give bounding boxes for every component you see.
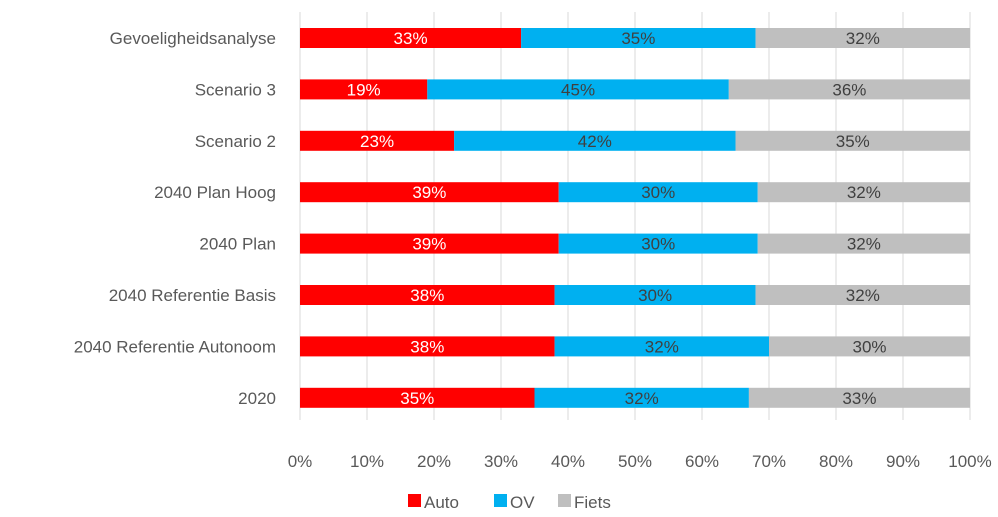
data-label-fiets: 35% (836, 132, 870, 151)
data-label-auto: 19% (347, 80, 381, 99)
data-label-fiets: 32% (847, 235, 881, 254)
data-label-fiets: 32% (847, 183, 881, 202)
bar-segment-fiets (755, 285, 970, 305)
bar-segment-auto (300, 28, 522, 48)
data-label-fiets: 32% (846, 29, 880, 48)
bar-segment-auto (300, 130, 455, 151)
bar-segment-fiets (769, 336, 970, 357)
bar-segment-auto (300, 233, 559, 254)
category-label: 2040 Plan (199, 235, 276, 254)
legend-label-ov: OV (510, 493, 535, 512)
category-label: Gevoeligheidsanalyse (110, 29, 276, 48)
data-label-fiets: 36% (832, 80, 866, 99)
x-tick-label: 50% (618, 452, 652, 471)
bar-segment-auto (300, 79, 428, 100)
data-label-auto: 39% (412, 235, 446, 254)
bar-segment-fiets (757, 182, 970, 203)
bar-segment-auto (300, 387, 535, 408)
category-label: 2020 (238, 389, 276, 408)
x-tick-label: 0% (288, 452, 313, 471)
bar-segment-ov (558, 182, 758, 203)
data-label-ov: 42% (578, 132, 612, 151)
bar-segment-auto (300, 336, 555, 357)
data-label-ov: 30% (641, 183, 675, 202)
x-tick-label: 30% (484, 452, 518, 471)
x-tick-label: 20% (417, 452, 451, 471)
data-label-auto: 38% (410, 337, 444, 356)
data-label-ov: 45% (561, 80, 595, 99)
legend-swatch-auto (408, 494, 421, 507)
category-label: 2040 Referentie Basis (109, 286, 276, 305)
bar-segment-ov (454, 130, 736, 151)
bar-segment-ov (521, 28, 756, 48)
bar-segment-ov (534, 387, 749, 408)
category-label: Scenario 2 (195, 132, 276, 151)
data-label-auto: 23% (360, 132, 394, 151)
gridlines (299, 12, 971, 420)
data-label-ov: 32% (625, 389, 659, 408)
x-tick-label: 100% (948, 452, 991, 471)
data-label-auto: 35% (400, 389, 434, 408)
x-axis-ticks: 0% 10% 20% 30% 40% 50% 60% 70% 80% 90% 100% (288, 452, 992, 471)
bar-segment-fiets (748, 387, 970, 408)
bar-segment-auto (300, 182, 559, 203)
legend-swatch-ov (494, 494, 507, 507)
data-label-auto: 39% (412, 183, 446, 202)
category-label: 2040 Plan Hoog (154, 183, 276, 202)
x-tick-label: 10% (350, 452, 384, 471)
x-tick-label: 40% (551, 452, 585, 471)
x-tick-label: 70% (752, 452, 786, 471)
category-label: Scenario 3 (195, 80, 276, 99)
data-label-ov: 35% (621, 29, 655, 48)
data-label-ov: 30% (641, 235, 675, 254)
x-tick-label: 60% (685, 452, 719, 471)
bar-segment-ov (554, 285, 756, 305)
data-label-fiets: 32% (846, 286, 880, 305)
data-label-ov: 30% (638, 286, 672, 305)
bar-segment-auto (300, 285, 555, 305)
x-tick-label: 80% (819, 452, 853, 471)
legend-label-auto: Auto (424, 493, 459, 512)
legend-swatch-fiets (558, 494, 571, 507)
category-labels: Gevoeligheidsanalyse Scenario 3 Scenario 2… (74, 29, 276, 408)
data-label-fiets: 33% (842, 389, 876, 408)
bar-segment-fiets (728, 79, 970, 100)
bar-segment-fiets (757, 233, 970, 254)
bar-segment-ov (427, 79, 729, 100)
bar-segment-fiets (735, 130, 970, 151)
bar-segment-fiets (755, 28, 970, 48)
data-label-auto: 38% (410, 286, 444, 305)
data-label-ov: 32% (645, 337, 679, 356)
bars: 33% 35% 32% 19% 45% 36% 23% 42% 35% 39% 30% 32% 39% 3… (300, 28, 970, 408)
bar-segment-ov (558, 233, 758, 254)
bar-segment-ov (554, 336, 769, 357)
legend: Auto OV Fiets (408, 493, 611, 512)
legend-label-fiets: Fiets (574, 493, 611, 512)
data-label-auto: 33% (394, 29, 428, 48)
x-tick-label: 90% (886, 452, 920, 471)
category-label: 2040 Referentie Autonoom (74, 337, 276, 356)
data-label-fiets: 30% (852, 337, 886, 356)
